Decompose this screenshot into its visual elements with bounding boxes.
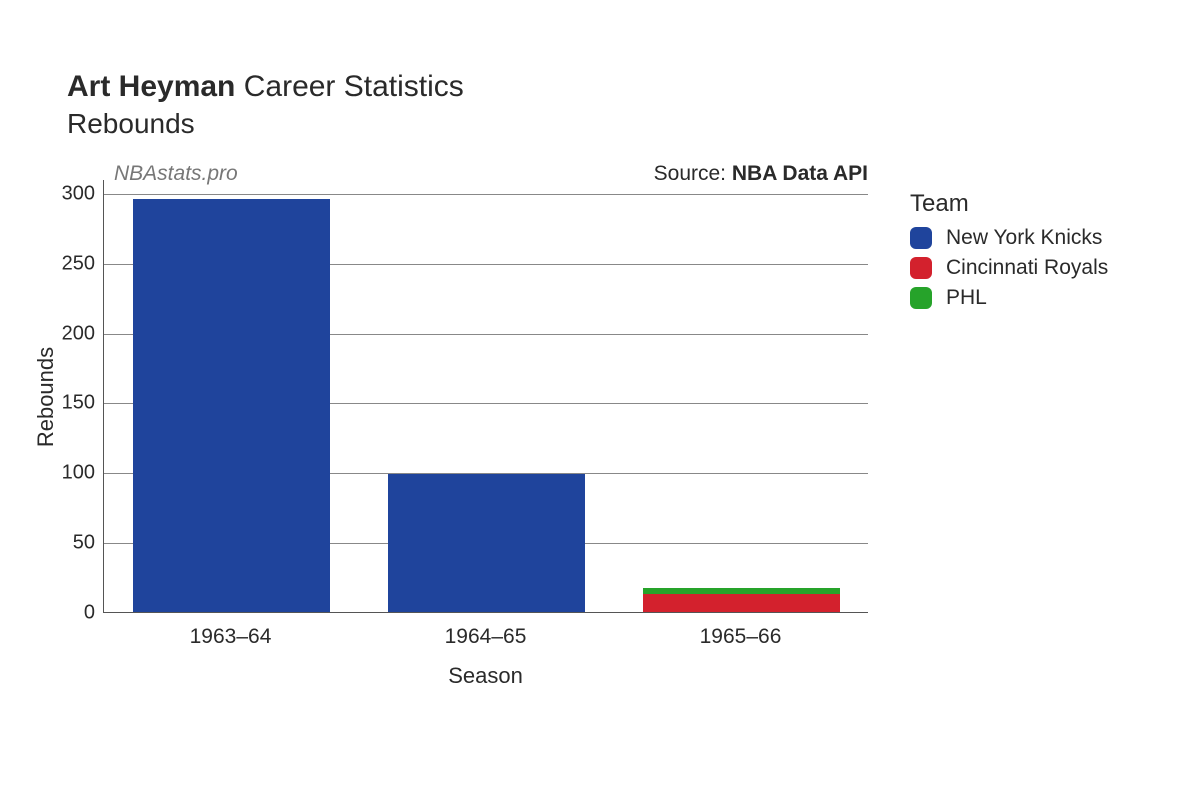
x-axis-label: Season xyxy=(448,663,523,689)
legend-swatch xyxy=(910,257,932,279)
gridline xyxy=(104,194,868,195)
bar xyxy=(388,474,584,612)
y-tick-label: 300 xyxy=(53,182,95,205)
chart-title-bold: Art Heyman xyxy=(67,70,235,103)
y-tick-label: 150 xyxy=(53,392,95,415)
legend-label: Cincinnati Royals xyxy=(946,256,1108,280)
x-tick-label: 1964–65 xyxy=(445,625,527,649)
y-tick-label: 250 xyxy=(53,252,95,275)
y-tick-label: 0 xyxy=(53,602,95,625)
legend-swatch xyxy=(910,227,932,249)
legend-swatch xyxy=(910,287,932,309)
bar xyxy=(133,199,329,612)
y-tick-label: 100 xyxy=(53,462,95,485)
legend-label: PHL xyxy=(946,286,987,310)
y-tick-label: 200 xyxy=(53,322,95,345)
legend-label: New York Knicks xyxy=(946,226,1102,250)
legend: Team New York Knicks Cincinnati Royals PHL xyxy=(910,190,1108,316)
bar-segment xyxy=(643,588,839,594)
y-tick-label: 50 xyxy=(53,532,95,555)
chart-title-block: Art Heyman Career Statistics xyxy=(67,70,464,104)
x-tick-label: 1965–66 xyxy=(700,625,782,649)
bar-segment xyxy=(133,199,329,612)
chart-title-rest: Career Statistics xyxy=(235,70,463,103)
legend-item: Cincinnati Royals xyxy=(910,256,1108,280)
legend-title: Team xyxy=(910,190,1108,218)
bar xyxy=(643,588,839,612)
bar-segment xyxy=(643,594,839,612)
chart-subtitle: Rebounds xyxy=(67,108,195,140)
bar-segment xyxy=(388,474,584,612)
legend-item: PHL xyxy=(910,286,1108,310)
plot-area xyxy=(103,180,868,613)
legend-item: New York Knicks xyxy=(910,226,1108,250)
chart-title: Art Heyman Career Statistics xyxy=(67,70,464,104)
x-tick-label: 1963–64 xyxy=(190,625,272,649)
